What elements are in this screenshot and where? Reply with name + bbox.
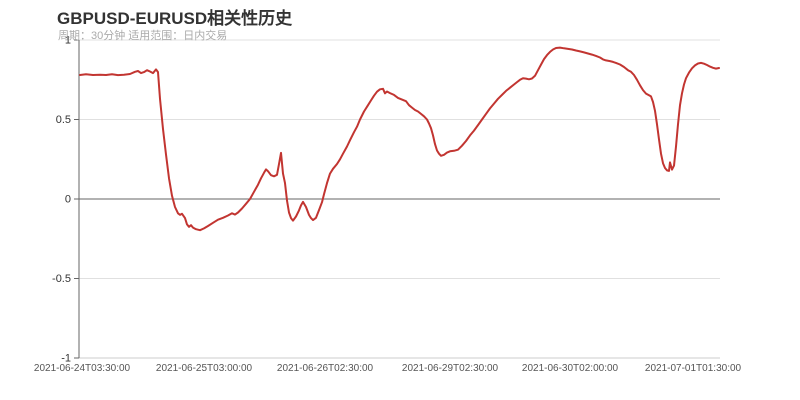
x-tick-label: 2021-06-25T03:00:00 [156, 363, 253, 374]
y-tick-label: 0.5 [56, 114, 71, 126]
correlation-line [79, 46, 720, 232]
x-tick-label: 2021-06-24T03:30:00 [34, 363, 131, 374]
chart-title: GBPUSD-EURUSD相关性历史 [57, 9, 293, 28]
y-tick-label: 1 [65, 35, 71, 47]
y-tick-label: -0.5 [52, 273, 71, 285]
x-tick-label: 2021-07-01T01:30:00 [645, 363, 742, 374]
chart-subtitle: 周期：30分钟 适用范围：日内交易 [58, 30, 228, 42]
x-tick-label: 2021-06-29T02:30:00 [402, 363, 499, 374]
y-tick-label: -1 [61, 353, 71, 365]
x-tick-label: 2021-06-30T02:00:00 [522, 363, 619, 374]
y-tick-label: 0 [65, 194, 71, 206]
x-tick-label: 2021-06-26T02:30:00 [277, 363, 374, 374]
